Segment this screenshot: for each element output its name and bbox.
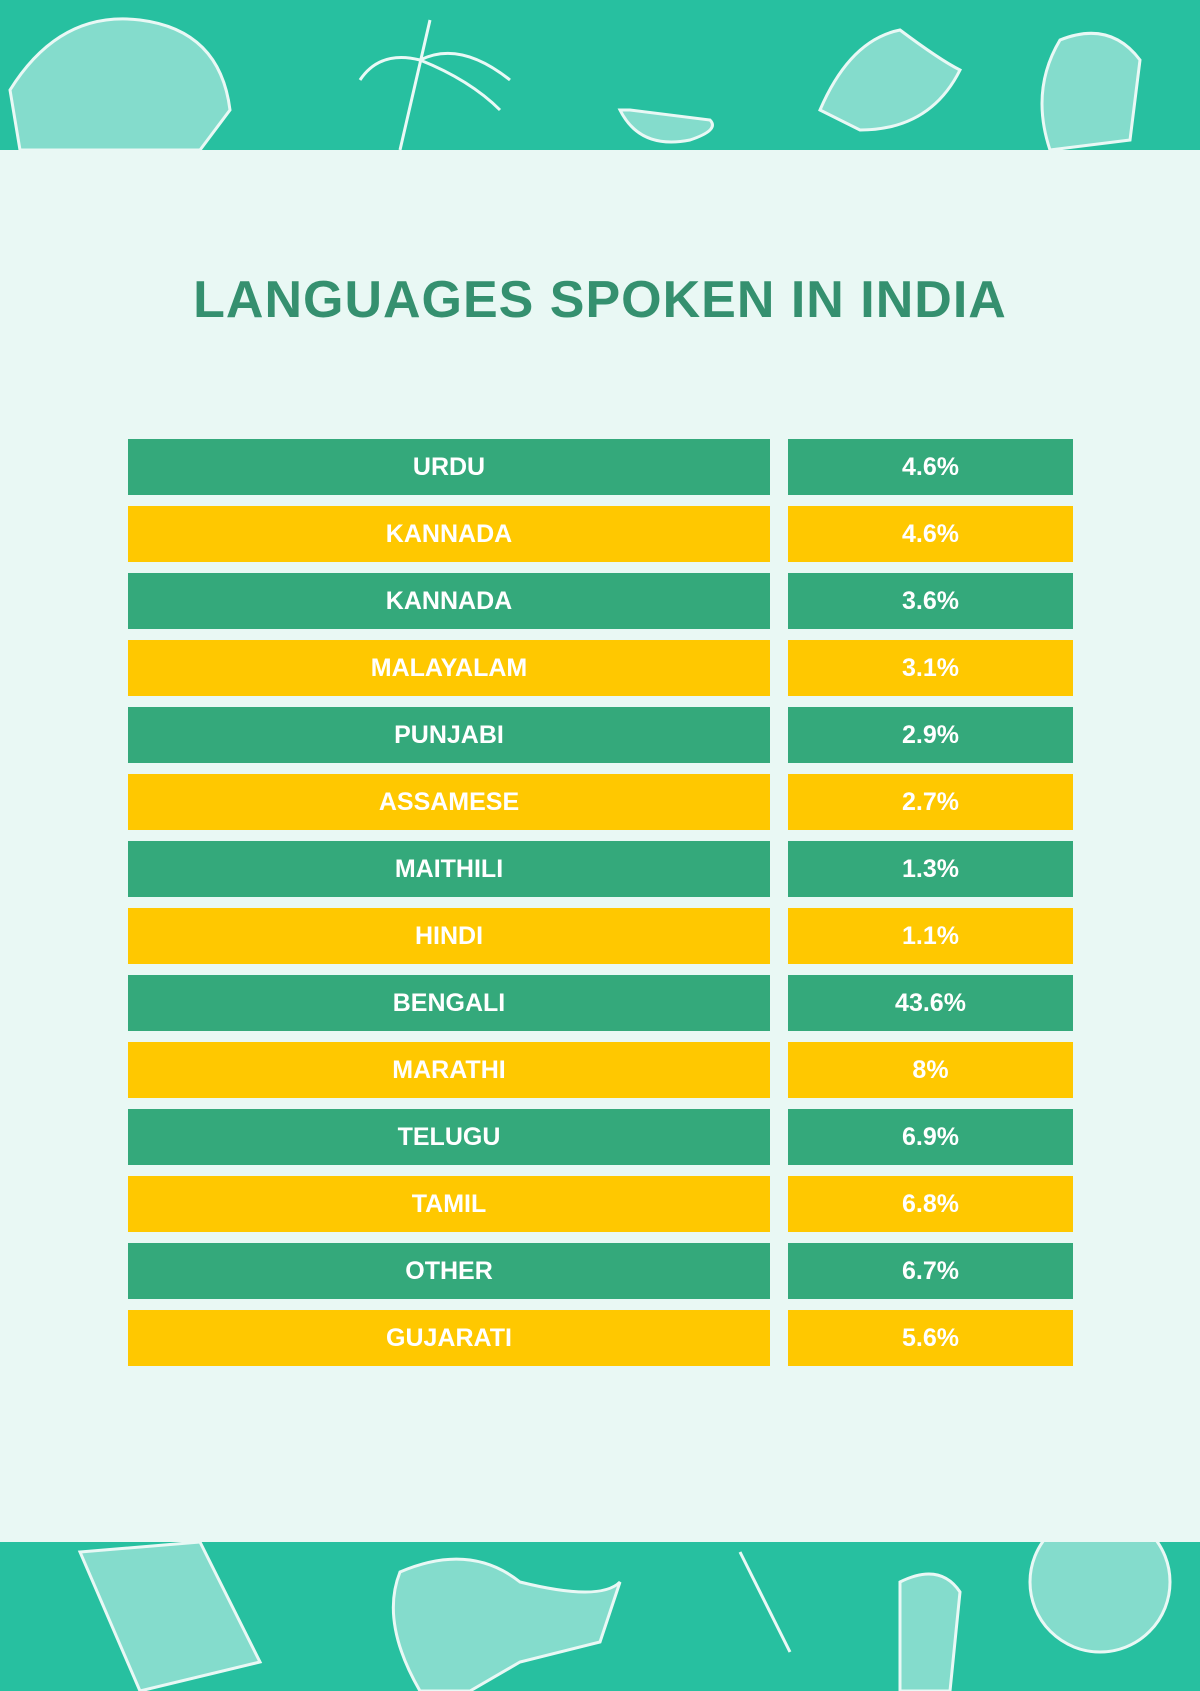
table-row: KANNADA 3.6% bbox=[128, 573, 1073, 629]
language-cell: KANNADA bbox=[128, 506, 770, 562]
table-row: PUNJABI 2.9% bbox=[128, 707, 1073, 763]
share-cell: 4.6% bbox=[788, 439, 1073, 495]
share-cell: 3.6% bbox=[788, 573, 1073, 629]
table-row: MAITHILI 1.3% bbox=[128, 841, 1073, 897]
language-cell: PUNJABI bbox=[128, 707, 770, 763]
table-row: TELUGU 6.9% bbox=[128, 1109, 1073, 1165]
table-row: MALAYALAM 3.1% bbox=[128, 640, 1073, 696]
language-cell: URDU bbox=[128, 439, 770, 495]
language-cell: MALAYALAM bbox=[128, 640, 770, 696]
share-cell: 3.1% bbox=[788, 640, 1073, 696]
share-cell: 2.9% bbox=[788, 707, 1073, 763]
bottom-band bbox=[0, 1542, 1200, 1691]
share-cell: 43.6% bbox=[788, 975, 1073, 1031]
table-row: MARATHI 8% bbox=[128, 1042, 1073, 1098]
share-cell: 6.7% bbox=[788, 1243, 1073, 1299]
table-row: GUJARATI 5.6% bbox=[128, 1310, 1073, 1366]
share-cell: 6.9% bbox=[788, 1109, 1073, 1165]
share-cell: 5.6% bbox=[788, 1310, 1073, 1366]
table-row: BENGALI 43.6% bbox=[128, 975, 1073, 1031]
share-cell: 1.1% bbox=[788, 908, 1073, 964]
language-cell: BENGALI bbox=[128, 975, 770, 1031]
share-cell: 1.3% bbox=[788, 841, 1073, 897]
top-decoration bbox=[8, 17, 1142, 150]
language-cell: TAMIL bbox=[128, 1176, 770, 1232]
table-row: OTHER 6.7% bbox=[128, 1243, 1073, 1299]
bottom-decoration bbox=[77, 1542, 1172, 1691]
table-row: TAMIL 6.8% bbox=[128, 1176, 1073, 1232]
share-cell: 6.8% bbox=[788, 1176, 1073, 1232]
language-cell: ASSAMESE bbox=[128, 774, 770, 830]
language-cell: MARATHI bbox=[128, 1042, 770, 1098]
language-cell: KANNADA bbox=[128, 573, 770, 629]
top-band bbox=[0, 0, 1200, 150]
language-cell: TELUGU bbox=[128, 1109, 770, 1165]
table-row: ASSAMESE 2.7% bbox=[128, 774, 1073, 830]
language-cell: GUJARATI bbox=[128, 1310, 770, 1366]
title: LANGUAGES SPOKEN IN INDIA bbox=[193, 271, 1007, 329]
table-row: HINDI 1.1% bbox=[128, 908, 1073, 964]
table-row: KANNADA 4.6% bbox=[128, 506, 1073, 562]
language-cell: OTHER bbox=[128, 1243, 770, 1299]
table-row: URDU 4.6% bbox=[128, 439, 1073, 495]
language-cell: HINDI bbox=[128, 908, 770, 964]
language-cell: MAITHILI bbox=[128, 841, 770, 897]
share-cell: 2.7% bbox=[788, 774, 1073, 830]
share-cell: 4.6% bbox=[788, 506, 1073, 562]
share-cell: 8% bbox=[788, 1042, 1073, 1098]
